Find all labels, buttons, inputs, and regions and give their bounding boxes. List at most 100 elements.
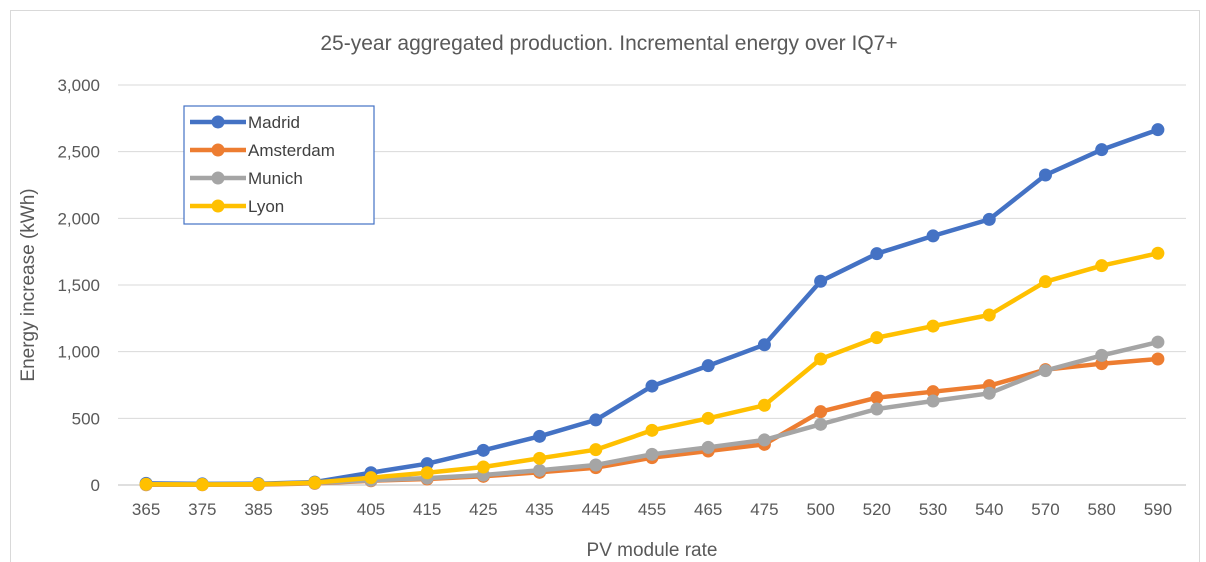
data-point-lyon [308,476,322,490]
x-tick-label: 365 [132,500,160,519]
x-tick-label: 395 [301,500,329,519]
series-munich [139,335,1165,491]
y-tick-label: 2,000 [57,209,100,228]
data-point-madrid [645,379,659,393]
legend-item-amsterdam: Amsterdam [190,141,335,160]
data-point-munich [533,463,547,477]
data-point-madrid [870,247,884,261]
data-point-madrid [926,229,940,243]
data-point-munich [757,433,771,447]
data-point-madrid [533,429,547,443]
data-point-madrid [1038,168,1052,182]
y-tick-label: 3,000 [57,76,100,95]
x-tick-label: 580 [1087,500,1115,519]
x-tick-label: 540 [975,500,1003,519]
data-point-lyon [870,331,884,345]
data-point-madrid [1095,143,1109,157]
data-point-madrid [589,413,603,427]
y-axis-ticks: 0 500 1,000 1,500 2,000 2,500 3,000 [57,76,100,495]
data-point-amsterdam [1151,352,1165,366]
legend-label-munich: Munich [248,169,303,188]
y-tick-label: 2,500 [57,143,100,162]
data-point-madrid [1151,123,1165,137]
data-point-madrid [420,457,434,471]
x-tick-label: 475 [750,500,778,519]
data-point-lyon [757,398,771,412]
data-point-lyon [1151,246,1165,260]
legend-label-amsterdam: Amsterdam [248,141,335,160]
data-point-munich [645,447,659,461]
data-point-lyon [252,477,266,491]
data-point-munich [814,417,828,431]
data-point-madrid [814,274,828,288]
data-point-lyon [139,477,153,491]
x-tick-label: 455 [638,500,666,519]
data-point-madrid [757,338,771,352]
legend-item-madrid: Madrid [190,113,300,132]
x-tick-label: 465 [694,500,722,519]
series-lyon [139,246,1165,491]
data-point-munich [870,402,884,416]
data-point-madrid [476,443,490,457]
data-point-lyon [195,477,209,491]
data-point-amsterdam [926,385,940,399]
data-point-lyon [926,319,940,333]
series-layer [139,123,1165,492]
y-axis-title: Energy increase (kWh) [18,188,39,381]
chart-title: 25-year aggregated production. Increment… [320,32,897,55]
legend-item-munich: Munich [190,169,303,188]
data-point-lyon [589,443,603,457]
x-tick-label: 520 [863,500,891,519]
series-amsterdam [139,352,1165,492]
x-tick-label: 415 [413,500,441,519]
x-tick-label: 405 [357,500,385,519]
data-point-munich [982,386,996,400]
x-tick-label: 445 [582,500,610,519]
y-tick-label: 500 [72,409,100,428]
x-axis-ticks: 365 375 385 395 405 415 425 435 445 455 465 475 500 5… [132,500,1172,519]
data-point-munich [701,440,715,454]
x-axis-title: PV module rate [587,540,718,561]
legend-label-madrid: Madrid [248,113,300,132]
legend-marker-lyon [211,199,225,213]
data-point-lyon [476,460,490,474]
legend-marker-munich [211,171,225,185]
series-line-amsterdam [143,356,1161,487]
data-point-madrid [982,212,996,226]
legend-marker-madrid [211,115,225,129]
data-point-lyon [1038,275,1052,289]
y-tick-label: 0 [91,476,100,495]
legend: Madrid Amsterdam Munich Lyon [183,105,375,225]
data-point-lyon [982,308,996,322]
data-point-amsterdam [814,405,828,419]
x-tick-label: 385 [244,500,272,519]
chart-frame [10,10,1200,562]
legend-item-lyon: Lyon [190,197,284,216]
x-tick-label: 590 [1144,500,1172,519]
x-tick-label: 570 [1031,500,1059,519]
x-tick-label: 435 [525,500,553,519]
data-point-lyon [814,352,828,366]
data-point-munich [1038,364,1052,378]
data-point-lyon [645,423,659,437]
data-point-lyon [701,411,715,425]
x-tick-label: 500 [806,500,834,519]
y-tick-label: 1,000 [57,343,100,362]
y-tick-label: 1,500 [57,276,100,295]
data-point-munich [1095,348,1109,362]
data-point-lyon [1095,259,1109,273]
data-point-munich [1151,335,1165,349]
data-point-amsterdam [870,391,884,405]
x-tick-label: 530 [919,500,947,519]
data-point-munich [926,394,940,408]
x-tick-label: 375 [188,500,216,519]
x-tick-label: 425 [469,500,497,519]
legend-marker-amsterdam [211,143,225,157]
data-point-lyon [533,451,547,465]
data-point-madrid [701,359,715,373]
legend-label-lyon: Lyon [248,197,284,216]
data-point-munich [589,458,603,472]
data-point-lyon [420,466,434,480]
data-point-lyon [364,471,378,485]
